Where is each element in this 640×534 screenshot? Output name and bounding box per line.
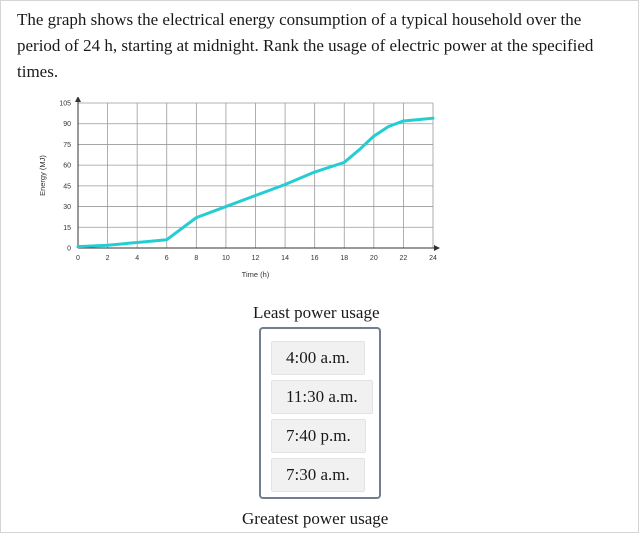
- x-tick-label: 10: [222, 255, 230, 262]
- y-tick-label: 30: [63, 204, 71, 211]
- x-tick-label: 6: [165, 255, 169, 262]
- x-tick-label: 18: [340, 255, 348, 262]
- rank-item-1[interactable]: 4:00 a.m.: [271, 341, 365, 375]
- x-tick-label: 8: [194, 255, 198, 262]
- y-tick-label: 90: [63, 121, 71, 128]
- rank-item-4[interactable]: 7:30 a.m.: [271, 458, 365, 492]
- ranking-box: 4:00 a.m. 11:30 a.m. 7:40 p.m. 7:30 a.m.: [259, 327, 381, 499]
- x-tick-label: 12: [252, 255, 260, 262]
- x-tick-label: 24: [429, 255, 437, 262]
- x-tick-label: 2: [106, 255, 110, 262]
- x-axis-arrow: [434, 245, 440, 251]
- y-tick-label: 0: [67, 246, 71, 253]
- x-axis-label: Time (h): [242, 270, 270, 279]
- energy-series-line: [76, 116, 435, 249]
- y-tick-label: 75: [63, 142, 71, 149]
- x-tick-label: 16: [311, 255, 319, 262]
- y-tick-label: 60: [63, 163, 71, 170]
- least-power-label: Least power usage: [253, 303, 380, 322]
- x-tick-label: 20: [370, 255, 378, 262]
- question-text: The graph shows the electrical energy co…: [17, 10, 594, 81]
- y-tick-label: 15: [63, 225, 71, 232]
- y-axis-label: Energy (MJ): [38, 155, 47, 196]
- x-tick-label: 14: [281, 255, 289, 262]
- y-tick-label: 45: [63, 183, 71, 190]
- rank-item-2[interactable]: 11:30 a.m.: [271, 380, 373, 414]
- y-axis-arrow: [75, 97, 81, 102]
- y-tick-label: 105: [59, 101, 71, 108]
- x-tick-label: 4: [135, 255, 139, 262]
- greatest-power-label: Greatest power usage: [242, 509, 389, 528]
- x-tick-label: 22: [400, 255, 408, 262]
- rank-item-3[interactable]: 7:40 p.m.: [271, 419, 366, 453]
- x-tick-label: 0: [76, 255, 80, 262]
- energy-time-chart: 0 2 4 6 8 10 12 14 16 18 20 22 240153045607590105Tim…: [38, 97, 440, 279]
